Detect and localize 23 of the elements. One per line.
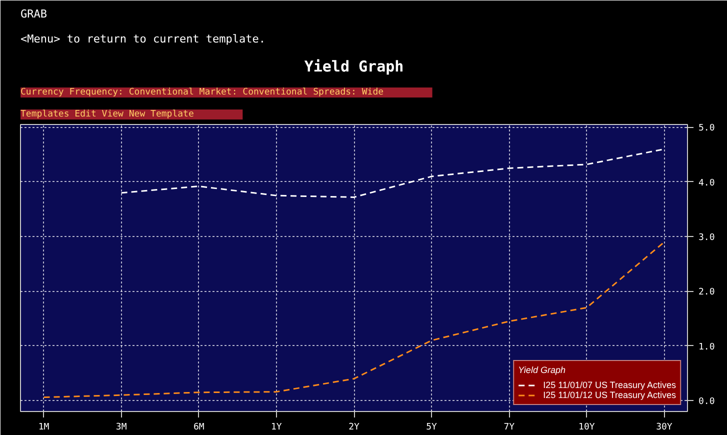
y-tick-label: 0.0 [698,397,715,408]
x-tick-label: 7Y [504,422,516,432]
y-tick-label: 3.0 [698,233,715,244]
x-tick-label: 10Y [578,422,596,432]
legend-label: I25 11/01/12 US Treasury Actives [543,390,676,400]
x-tick-label: 6M [193,422,205,432]
x-tick-label: 2Y [348,422,360,432]
y-tick-label: 2.0 [698,288,715,298]
text: Templates Edit View New Template [20,110,194,120]
y-tick-label: 5.0 [698,124,715,134]
y-tick-label: 1.0 [698,342,715,352]
y-tick-label: 4.0 [698,178,715,188]
legend-label: I25 11/01/07 US Treasury Actives [543,380,676,390]
x-tick-label: 3M [116,422,128,432]
text: GRAB [20,8,48,20]
legend-title: Yield Graph [518,365,566,375]
text: Currency Frequency: Conventional Market: Conventional Spreads: Wide [20,88,384,98]
text: <Menu> to return to current template. [20,32,266,46]
x-tick-label: 1Y [271,422,282,432]
x-tick-label: 30Y [656,422,673,432]
x-tick-label: 5Y [426,422,438,432]
x-tick-label: 1M [38,422,50,432]
chart-title: Yield Graph [304,58,404,76]
